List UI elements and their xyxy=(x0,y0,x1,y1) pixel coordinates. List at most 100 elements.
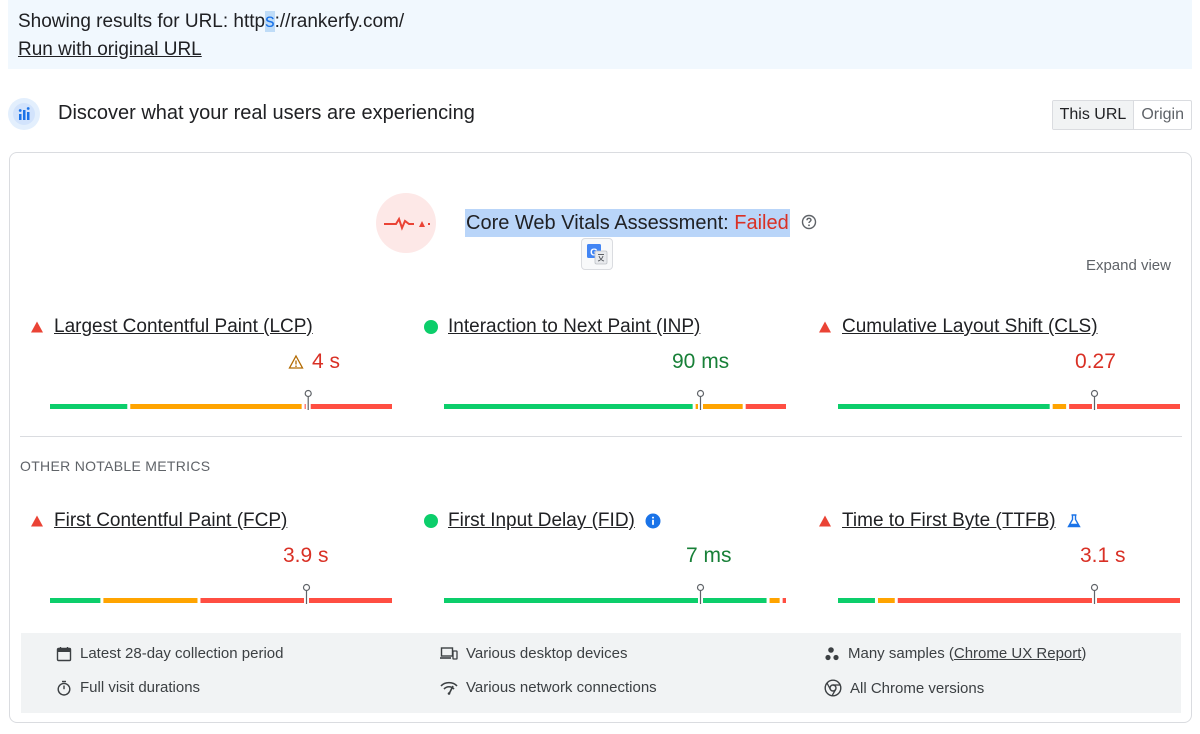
visit-durations-text: Full visit durations xyxy=(80,679,201,696)
inp-value: 90 ms xyxy=(672,350,730,373)
poor-segment xyxy=(1069,404,1180,409)
cls-link[interactable]: Cumulative Layout Shift (CLS) xyxy=(842,316,1098,337)
metric-name-row: Time to First Byte (TTFB) xyxy=(818,508,1082,534)
good-segment xyxy=(444,404,693,409)
poor-segment xyxy=(304,404,392,409)
assessment-status: Failed xyxy=(734,212,789,234)
showing-results-text: Showing results for URL: https://rankerf… xyxy=(18,8,1182,36)
samples-dots-icon xyxy=(825,646,839,660)
data-source-footer: Latest 28-day collection period Full vis… xyxy=(21,633,1181,713)
cls-value: 0.27 xyxy=(1075,350,1116,373)
lab-flask-icon[interactable] xyxy=(1066,513,1082,529)
poor-segment xyxy=(782,598,786,603)
ni-segment xyxy=(877,598,895,603)
svg-text:G: G xyxy=(590,248,598,259)
url-part: ://rankerfy.com/ xyxy=(274,11,405,32)
good-segment xyxy=(838,598,875,603)
samples-text: Many samples ( xyxy=(848,645,954,662)
field-data-card: Core Web Vitals Assessment: Failed G Exp… xyxy=(9,152,1192,723)
ni-segment xyxy=(130,404,302,409)
metric-name-row: Cumulative Layout Shift (CLS) xyxy=(818,314,1098,340)
devices-item: Various desktop devices xyxy=(440,645,627,662)
ttfb-link[interactable]: Time to First Byte (TTFB) xyxy=(842,510,1056,531)
fid-distribution-bar xyxy=(444,583,786,605)
origin-tab[interactable]: Origin xyxy=(1141,106,1184,123)
run-original-url-link[interactable]: Run with original URL xyxy=(18,39,202,60)
metric-name-row: Interaction to Next Paint (INP) xyxy=(424,314,700,340)
good-segment xyxy=(444,598,767,603)
visit-durations-item: Full visit durations xyxy=(56,679,200,696)
lcp-distribution-bar xyxy=(50,389,392,411)
samples-item: Many samples (Chrome UX Report) xyxy=(824,645,1086,662)
chrome-logo-icon xyxy=(824,679,842,697)
good-segment xyxy=(50,598,101,603)
info-icon[interactable] xyxy=(645,513,661,529)
ni-segment xyxy=(769,598,780,603)
url-banner: Showing results for URL: https://rankerf… xyxy=(8,0,1192,69)
assessment-label: Core Web Vitals Assessment: xyxy=(466,212,735,234)
ttfb-distribution-bar xyxy=(838,583,1180,605)
fid-value: 7 ms xyxy=(686,544,732,567)
poor-triangle-icon xyxy=(31,321,43,333)
chrome-versions-item: All Chrome versions xyxy=(824,679,984,697)
field-data-header: Discover what your real users are experi… xyxy=(8,98,1192,134)
expand-view-link[interactable]: Expand view xyxy=(1085,257,1171,274)
url-selected-part: s xyxy=(265,11,275,32)
chrome-versions-text: All Chrome versions xyxy=(850,679,985,697)
p75-marker xyxy=(696,389,705,411)
p75-marker xyxy=(1090,583,1099,605)
collection-period-text: Latest 28-day collection period xyxy=(80,645,284,662)
chrome-ux-report-link[interactable]: Chrome UX Report xyxy=(953,645,1082,662)
devices-text: Various desktop devices xyxy=(466,645,628,662)
url-origin-toggle: This URL Origin xyxy=(1051,100,1192,130)
metric-value: 4 s xyxy=(288,350,340,374)
calendar-icon xyxy=(56,646,72,661)
fcp-distribution-bar xyxy=(50,583,392,605)
google-translate-icon[interactable]: G xyxy=(581,238,613,270)
poor-triangle-icon xyxy=(31,515,43,527)
warning-triangle-icon xyxy=(288,354,304,369)
inp-link[interactable]: Interaction to Next Paint (INP) xyxy=(448,316,701,337)
fid-link[interactable]: First Input Delay (FID) xyxy=(448,510,635,531)
showing-prefix: Showing results for URL: xyxy=(18,11,234,32)
good-dot-icon xyxy=(424,320,438,334)
this-url-tab[interactable]: This URL xyxy=(1052,101,1135,129)
poor-segment xyxy=(897,598,1180,603)
samples-suffix: ) xyxy=(1081,645,1087,662)
section-divider xyxy=(20,436,1182,437)
p75-marker xyxy=(1090,389,1099,411)
good-segment xyxy=(838,404,1050,409)
section-title: Discover what your real users are experi… xyxy=(58,102,475,124)
ni-segment xyxy=(103,598,198,603)
good-segment xyxy=(50,404,128,409)
p75-marker xyxy=(302,583,311,605)
p75-marker xyxy=(304,389,312,411)
stopwatch-icon xyxy=(57,680,71,696)
poor-segment xyxy=(745,404,786,409)
ttfb-value: 3.1 s xyxy=(1080,544,1126,567)
other-metrics-heading: OTHER NOTABLE METRICS xyxy=(20,458,211,474)
metric-name-row: First Input Delay (FID) xyxy=(424,508,661,534)
cwv-assessment-title: Core Web Vitals Assessment: Failed xyxy=(465,209,790,237)
good-dot-icon xyxy=(424,514,438,528)
poor-triangle-icon xyxy=(819,321,831,333)
p75-marker xyxy=(696,583,705,605)
metric-name-row: First Contentful Paint (FCP) xyxy=(30,508,287,534)
network-text: Various network connections xyxy=(466,679,657,696)
heartbeat-icon xyxy=(376,193,436,253)
ni-segment xyxy=(1052,404,1067,409)
lcp-link[interactable]: Largest Contentful Paint (LCP) xyxy=(54,316,313,337)
url-part: http xyxy=(233,11,266,32)
fcp-value: 3.9 s xyxy=(283,544,329,567)
fcp-link[interactable]: First Contentful Paint (FCP) xyxy=(54,510,288,531)
collection-period-item: Latest 28-day collection period xyxy=(56,645,283,662)
network-item: Various network connections xyxy=(440,679,657,696)
poor-triangle-icon xyxy=(819,515,831,527)
cls-distribution-bar xyxy=(838,389,1180,411)
devices-icon xyxy=(440,646,458,660)
poor-segment xyxy=(200,598,392,603)
help-circle-icon[interactable] xyxy=(801,214,817,230)
metric-name-row: Largest Contentful Paint (LCP) xyxy=(30,314,313,340)
inp-distribution-bar xyxy=(444,389,786,411)
crux-users-icon xyxy=(8,98,40,130)
